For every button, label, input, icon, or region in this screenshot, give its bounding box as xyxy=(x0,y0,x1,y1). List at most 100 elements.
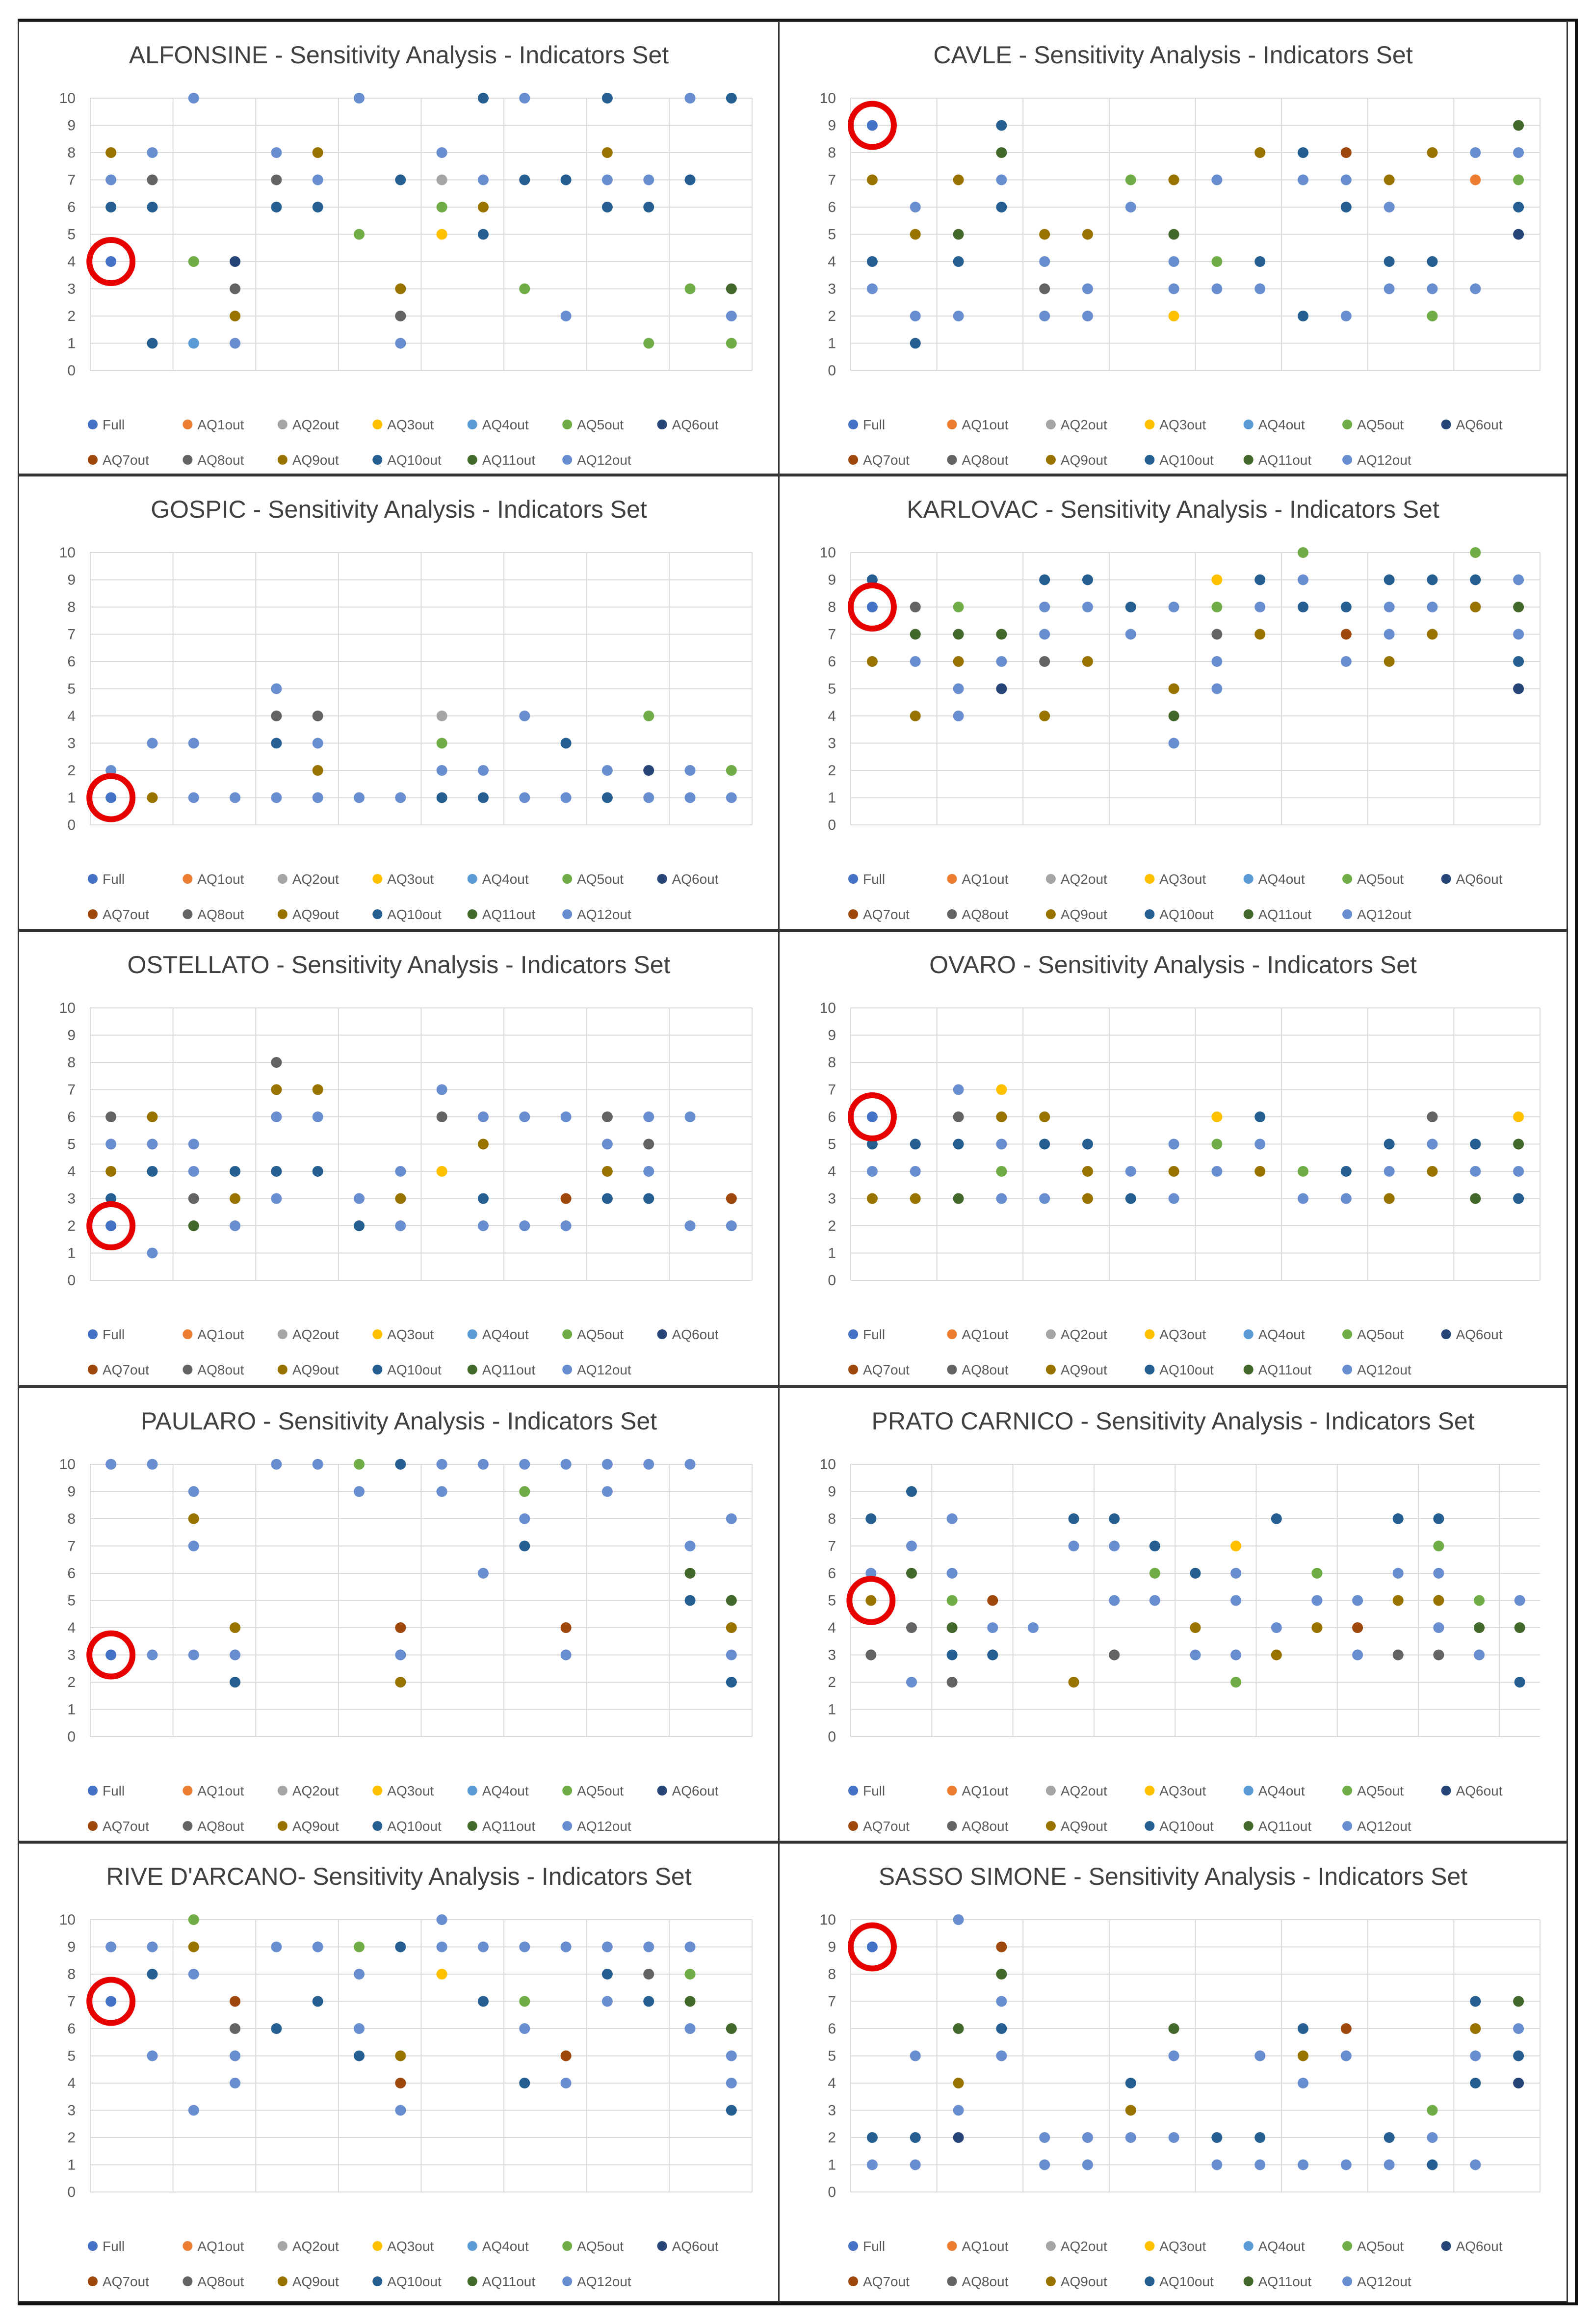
legend-marker xyxy=(1045,2241,1056,2251)
data-point-aq12out xyxy=(519,1220,530,1231)
legend-label: AQ12out xyxy=(577,1819,631,1834)
data-point-aq12out xyxy=(354,792,365,803)
legend-marker xyxy=(1441,2241,1451,2251)
data-point-aq10out xyxy=(1392,1513,1404,1524)
legend-label: AQ6out xyxy=(672,1783,719,1798)
data-point-aq9out xyxy=(230,1193,241,1204)
data-point-aq10out xyxy=(1149,1540,1160,1552)
data-point-aq2out xyxy=(436,174,447,185)
data-point-aq10out xyxy=(1211,2132,1223,2143)
data-point-aq12out xyxy=(910,2050,921,2061)
data-point-aq3out xyxy=(1211,1111,1223,1122)
y-tick-label: 5 xyxy=(828,1593,836,1609)
data-point-aq10out xyxy=(230,1166,241,1177)
legend-marker xyxy=(467,420,477,429)
y-tick-label: 6 xyxy=(828,1565,836,1582)
data-point-full xyxy=(866,1941,878,1953)
legend-marker xyxy=(277,1365,287,1374)
y-tick-label: 8 xyxy=(67,599,76,615)
data-point-aq12out xyxy=(477,1459,489,1470)
y-tick-label: 1 xyxy=(828,1702,836,1718)
data-point-aq10out xyxy=(1082,1138,1093,1150)
data-point-aq12out xyxy=(1168,2132,1179,2143)
data-point-aq9out xyxy=(1168,174,1179,185)
legend-marker xyxy=(1045,1821,1056,1831)
legend-marker xyxy=(372,909,383,919)
data-point-aq10out xyxy=(1125,602,1136,612)
data-point-aq9out xyxy=(1039,1111,1050,1122)
legend-label: AQ9out xyxy=(292,1362,339,1377)
data-point-aq8out xyxy=(271,711,282,721)
data-point-aq10out xyxy=(996,120,1007,131)
chart-title: GOSPIC - Sensitivity Analysis - Indicato… xyxy=(151,496,647,523)
y-tick-label: 2 xyxy=(828,308,836,324)
data-point-aq9out xyxy=(395,2050,406,2061)
data-point-aq8out xyxy=(1433,1649,1444,1661)
legend-marker xyxy=(88,1821,98,1831)
data-point-aq12out xyxy=(560,1220,572,1231)
data-point-aq12out xyxy=(1039,629,1050,640)
data-point-aq12out xyxy=(147,147,158,158)
legend-marker xyxy=(1243,2276,1254,2286)
y-tick-label: 3 xyxy=(67,1647,76,1664)
legend-marker xyxy=(183,1329,193,1339)
legend-label: Full xyxy=(863,872,885,887)
data-point-aq12out xyxy=(1384,283,1395,294)
legend-label: Full xyxy=(103,872,125,887)
y-tick-label: 9 xyxy=(828,1939,836,1955)
data-point-aq10out xyxy=(726,2105,737,2116)
legend-marker xyxy=(1342,1329,1353,1339)
data-point-aq8out xyxy=(1039,283,1050,294)
legend-marker xyxy=(1145,2241,1155,2251)
data-point-aq5out xyxy=(1513,174,1524,185)
data-point-aq5out xyxy=(1211,602,1223,612)
data-point-aq12out xyxy=(188,1486,199,1497)
legend-label: AQ9out xyxy=(292,452,339,468)
data-point-aq10out xyxy=(1039,574,1050,585)
legend-marker xyxy=(1145,2276,1155,2286)
data-point-aq9out xyxy=(996,1111,1007,1122)
highlight-circle xyxy=(847,582,897,632)
legend-marker xyxy=(848,1329,858,1339)
data-point-full xyxy=(866,120,878,131)
y-tick-label: 4 xyxy=(828,1163,836,1180)
legend-label: AQ10out xyxy=(1159,1362,1214,1377)
legend-label: AQ2out xyxy=(1061,872,1107,887)
legend-marker xyxy=(88,1329,98,1339)
data-point-aq9out xyxy=(1254,629,1266,640)
data-point-aq10out xyxy=(1470,1138,1481,1150)
legend-label: AQ11out xyxy=(1258,907,1312,922)
data-point-aq10out xyxy=(1254,2132,1266,2143)
data-point-aq12out xyxy=(436,1486,447,1497)
legend-marker xyxy=(372,455,383,465)
data-point-aq10out xyxy=(1271,1513,1282,1524)
data-point-aq12out xyxy=(560,1111,572,1122)
legend-label: AQ8out xyxy=(197,1819,244,1834)
data-point-aq5out xyxy=(519,1996,530,2007)
legend-marker xyxy=(372,1365,383,1374)
legend-marker xyxy=(88,1365,98,1374)
legend-label: AQ11out xyxy=(482,2274,536,2289)
legend-marker xyxy=(848,455,858,465)
data-point-full xyxy=(105,792,117,803)
data-point-aq12out xyxy=(477,1220,489,1231)
data-point-aq10out xyxy=(436,792,447,803)
data-point-aq9out xyxy=(1384,1193,1395,1204)
data-point-aq12out xyxy=(1168,256,1179,267)
data-point-aq12out xyxy=(1027,1622,1039,1633)
legend-label: Full xyxy=(863,2239,885,2254)
data-point-aq10out xyxy=(1082,574,1093,585)
data-point-aq6out xyxy=(1513,229,1524,240)
scatter-plot: 0 1 2 3 4 5 6 7 8 9 10 Full AQ1out AQ2out AQ3out AQ4out… xyxy=(820,1456,1540,1834)
legend-label: AQ9out xyxy=(1061,452,1107,468)
legend-marker xyxy=(467,2276,477,2286)
y-tick-label: 6 xyxy=(67,654,76,670)
legend-label: AQ12out xyxy=(1357,452,1411,468)
legend-label: AQ8out xyxy=(962,907,1008,922)
legend-marker xyxy=(947,909,957,919)
data-point-aq5out xyxy=(1211,256,1223,267)
y-tick-label: 2 xyxy=(67,763,76,779)
data-point-aq5out xyxy=(1474,1595,1485,1606)
data-point-aq10out xyxy=(601,1969,613,1980)
y-tick-label: 8 xyxy=(828,1055,836,1071)
